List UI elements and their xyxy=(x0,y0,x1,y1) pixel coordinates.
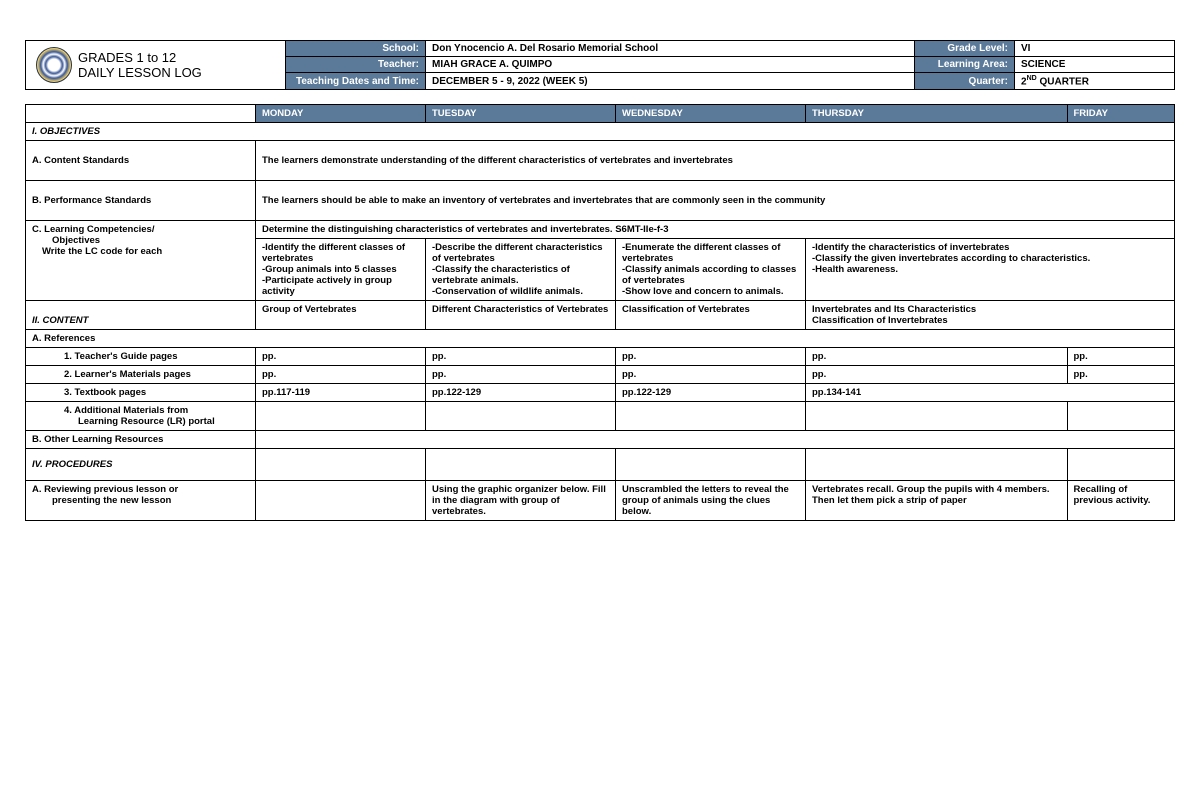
content-standards: The learners demonstrate understanding o… xyxy=(256,141,1175,181)
objectives-heading: I. OBJECTIVES xyxy=(26,123,1175,141)
tg-wed: pp. xyxy=(616,348,806,366)
header-table: GRADES 1 to 12 DAILY LESSON LOG School: … xyxy=(25,40,1175,90)
title-line-2: DAILY LESSON LOG xyxy=(78,65,202,80)
school-label: School: xyxy=(286,41,426,57)
addl-thu xyxy=(806,402,1068,431)
performance-standards-label: B. Performance Standards xyxy=(26,181,256,221)
grade-label: Grade Level: xyxy=(915,41,1015,57)
teacher-label: Teacher: xyxy=(286,57,426,73)
lm-fri: pp. xyxy=(1067,366,1175,384)
proc-mon xyxy=(256,449,426,481)
review-tue: Using the graphic organizer below. Fill … xyxy=(426,481,616,521)
blank-corner xyxy=(26,105,256,123)
addl-mon xyxy=(256,402,426,431)
content-standards-label: A. Content Standards xyxy=(26,141,256,181)
tb-tue: pp.122-129 xyxy=(426,384,616,402)
teachers-guide-label: 1. Teacher's Guide pages xyxy=(26,348,256,366)
tg-tue: pp. xyxy=(426,348,616,366)
performance-standards: The learners should be able to make an i… xyxy=(256,181,1175,221)
review-thu: Vertebrates recall. Group the pupils wit… xyxy=(806,481,1068,521)
additional-materials-label: 4. Additional Materials fromLearning Res… xyxy=(26,402,256,431)
lc-wednesday: -Enumerate the different classes of vert… xyxy=(616,239,806,301)
addl-tue xyxy=(426,402,616,431)
tg-thu: pp. xyxy=(806,348,1068,366)
proc-thu xyxy=(806,449,1068,481)
lm-mon: pp. xyxy=(256,366,426,384)
tb-wed: pp.122-129 xyxy=(616,384,806,402)
addl-fri xyxy=(1067,402,1175,431)
deped-seal-icon xyxy=(36,47,72,83)
procedures-heading: IV. PROCEDURES xyxy=(26,449,256,481)
content-tuesday: Different Characteristics of Vertebrates xyxy=(426,301,616,330)
tg-fri: pp. xyxy=(1067,348,1175,366)
other-resources xyxy=(256,431,1175,449)
day-friday: FRIDAY xyxy=(1067,105,1175,123)
review-fri: Recalling of previous activity. xyxy=(1067,481,1175,521)
textbook-label: 3. Textbook pages xyxy=(26,384,256,402)
grade-value: VI xyxy=(1015,41,1175,57)
lm-tue: pp. xyxy=(426,366,616,384)
content-wednesday: Classification of Vertebrates xyxy=(616,301,806,330)
review-label: A. Reviewing previous lesson orpresentin… xyxy=(26,481,256,521)
tb-thufri: pp.134-141 xyxy=(806,384,1175,402)
tg-mon: pp. xyxy=(256,348,426,366)
lc-monday: -Identify the different classes of verte… xyxy=(256,239,426,301)
lm-thu: pp. xyxy=(806,366,1068,384)
content-monday: Group of Vertebrates xyxy=(256,301,426,330)
area-label: Learning Area: xyxy=(915,57,1015,73)
learners-materials-label: 2. Learner's Materials pages xyxy=(26,366,256,384)
title-line-1: GRADES 1 to 12 xyxy=(78,50,176,65)
references-heading: A. References xyxy=(26,330,1175,348)
quarter-value: 2ND QUARTER xyxy=(1015,73,1175,90)
review-wed: Unscrambled the letters to reveal the gr… xyxy=(616,481,806,521)
area-value: SCIENCE xyxy=(1015,57,1175,73)
lc-main: Determine the distinguishing characteris… xyxy=(256,221,1175,239)
proc-wed xyxy=(616,449,806,481)
tb-mon: pp.117-119 xyxy=(256,384,426,402)
content-heading: II. CONTENT xyxy=(26,301,256,330)
quarter-label: Quarter: xyxy=(915,73,1015,90)
day-monday: MONDAY xyxy=(256,105,426,123)
addl-wed xyxy=(616,402,806,431)
other-resources-label: B. Other Learning Resources xyxy=(26,431,256,449)
lc-thu-fri: -Identify the characteristics of inverte… xyxy=(806,239,1175,301)
proc-fri xyxy=(1067,449,1175,481)
proc-tue xyxy=(426,449,616,481)
lesson-table: MONDAY TUESDAY WEDNESDAY THURSDAY FRIDAY… xyxy=(25,104,1175,521)
document-title: GRADES 1 to 12 DAILY LESSON LOG xyxy=(78,50,202,81)
lc-tuesday: -Describe the different characteristics … xyxy=(426,239,616,301)
dates-value: DECEMBER 5 - 9, 2022 (WEEK 5) xyxy=(426,73,915,90)
day-wednesday: WEDNESDAY xyxy=(616,105,806,123)
review-mon xyxy=(256,481,426,521)
teacher-value: MIAH GRACE A. QUIMPO xyxy=(426,57,915,73)
dates-label: Teaching Dates and Time: xyxy=(286,73,426,90)
learning-competencies-label: C. Learning Competencies/ Objectives Wri… xyxy=(26,221,256,301)
title-cell: GRADES 1 to 12 DAILY LESSON LOG xyxy=(26,41,286,90)
day-thursday: THURSDAY xyxy=(806,105,1068,123)
lm-wed: pp. xyxy=(616,366,806,384)
school-value: Don Ynocencio A. Del Rosario Memorial Sc… xyxy=(426,41,915,57)
content-thu-fri: Invertebrates and Its CharacteristicsCla… xyxy=(806,301,1175,330)
day-tuesday: TUESDAY xyxy=(426,105,616,123)
days-row: MONDAY TUESDAY WEDNESDAY THURSDAY FRIDAY xyxy=(26,105,1175,123)
